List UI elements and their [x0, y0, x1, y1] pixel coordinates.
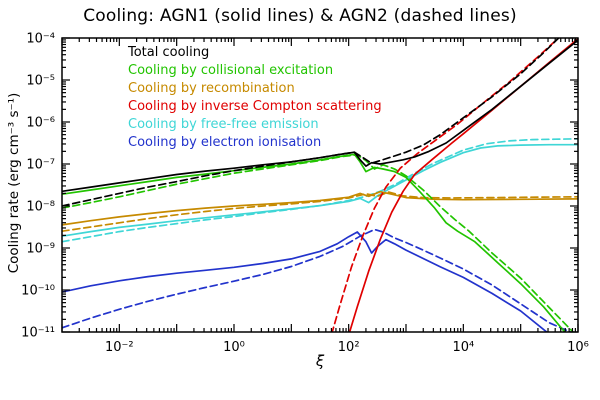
y-tick-label: 10⁻⁷ — [26, 158, 55, 173]
y-tick-label: 10⁻⁸ — [26, 200, 55, 215]
legend-item-electron-ionisation: Cooling by electron ionisation — [128, 135, 322, 150]
y-tick-label: 10⁻⁴ — [26, 32, 55, 47]
y-tick-label: 10⁻¹⁰ — [21, 284, 55, 299]
legend-item-recombination: Cooling by recombination — [128, 81, 295, 96]
legend-item-inverse-compton: Cooling by inverse Compton scattering — [128, 99, 382, 114]
y-tick-label: 10⁻¹¹ — [21, 326, 55, 341]
legend: Total cooling Cooling by collisional exc… — [128, 44, 382, 152]
legend-item-collisional-excitation: Cooling by collisional excitation — [128, 63, 334, 78]
x-tick-label: 10⁴ — [452, 340, 474, 355]
legend-item-free-free: Cooling by free-free emission — [128, 117, 319, 132]
x-tick-label: 10⁶ — [567, 340, 589, 355]
x-tick-label: 10⁰ — [223, 340, 245, 355]
y-tick-label: 10⁻⁹ — [26, 242, 55, 257]
y-axis-label: Cooling rate (erg cm⁻³ s⁻¹) — [6, 92, 22, 274]
y-tick-label: 10⁻⁶ — [26, 116, 55, 131]
x-tick-label: 10⁻² — [105, 340, 134, 355]
chart-title: Cooling: AGN1 (solid lines) & AGN2 (dash… — [83, 6, 517, 26]
y-tick-label: 10⁻⁵ — [26, 74, 55, 89]
x-tick-label: 10² — [338, 340, 360, 355]
x-axis-label: ξ — [315, 352, 325, 370]
legend-item-total-cooling: Total cooling — [128, 45, 210, 60]
